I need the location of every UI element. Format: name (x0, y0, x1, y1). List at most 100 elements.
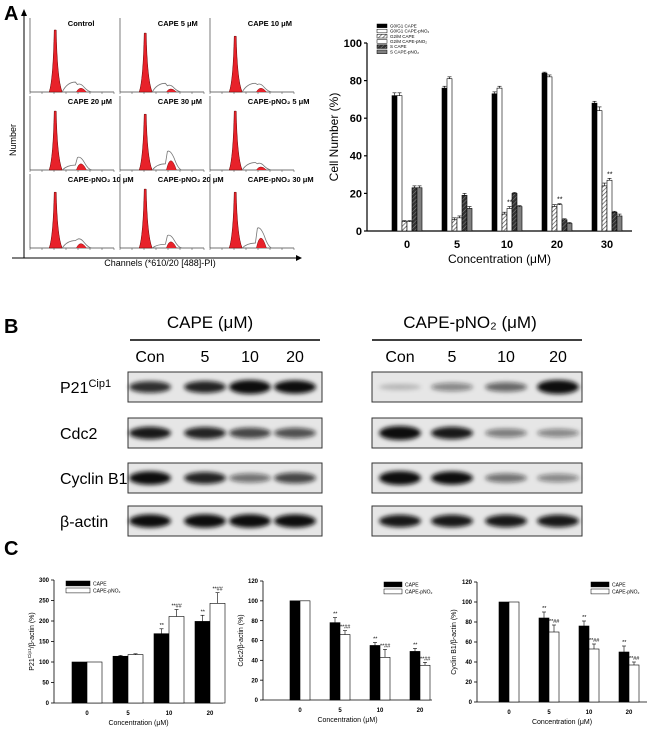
g2m-peak (76, 163, 87, 171)
blot-row-label: β-actin (60, 514, 108, 531)
blot-band (129, 514, 171, 528)
s-g2m-curve (151, 82, 183, 93)
bar (369, 645, 381, 701)
significance-annotation: **## (340, 625, 351, 631)
bar (446, 78, 453, 232)
blot-row-name: Cyclin B1 (60, 471, 128, 488)
blot-row-label: P21Cip1 (60, 378, 111, 397)
y-tick-label: 100 (248, 599, 259, 605)
g1-peak (138, 113, 153, 171)
cell-cycle-bar-chart: 0 20 40 60 80 100 0 5 10 ** 20 ** 30 ** Concentration … (327, 23, 632, 266)
bar (578, 625, 590, 703)
bar (127, 654, 144, 704)
bar (551, 206, 558, 232)
panel-label-a: A (4, 3, 18, 25)
blot-band (431, 514, 473, 528)
bar (566, 223, 573, 232)
blot-band (485, 473, 527, 483)
bar (508, 601, 520, 703)
bar (548, 631, 560, 703)
blot-band (129, 471, 171, 485)
y-tick-label: 100 (462, 600, 473, 606)
x-tick-label: 10 (501, 239, 513, 251)
s-g2m-curve (241, 227, 273, 249)
s-g2m-curve (61, 238, 93, 249)
legend-swatch (383, 581, 403, 588)
x-axis-label: Concentration (μM) (448, 252, 551, 266)
legend-label: G0/G1 CAPE (390, 23, 417, 28)
legend-label: CAPE (405, 583, 419, 589)
x-axis-label: Concentration (μM) (532, 719, 592, 726)
bar (379, 657, 391, 701)
legend-label: CAPE-pNO₂ (405, 590, 433, 596)
y-tick-label: 50 (42, 681, 49, 687)
y-tick-label: 100 (344, 38, 362, 50)
blot-band (274, 472, 316, 484)
bar (596, 110, 603, 232)
legend-swatch (65, 580, 91, 587)
bar (611, 211, 618, 232)
blot-band (129, 381, 171, 393)
g1-peak (138, 32, 153, 93)
significance-annotation: ** (582, 615, 587, 621)
y-tick-label: 40 (251, 658, 258, 664)
bar (501, 213, 508, 232)
arrow-icon (21, 9, 27, 16)
histogram-label: CAPE 20 μM (68, 97, 112, 106)
blot-band (379, 383, 421, 391)
y-tick-label: 40 (465, 660, 472, 666)
x-tick-label: 0 (404, 239, 410, 251)
blot-band (184, 472, 226, 484)
significance-annotation: ** (507, 200, 513, 207)
significance-annotation: ** (159, 623, 164, 629)
x-tick-label: 20 (417, 708, 424, 714)
y-tick-label: 80 (251, 619, 258, 625)
blot-band (229, 514, 271, 528)
y-axis-label: Cyclin B1/β-actin (%) (451, 609, 458, 675)
s-g2m-curve (151, 150, 183, 171)
legend-label: CAPE-pNO₂ (612, 590, 640, 596)
blot-band (274, 427, 316, 439)
significance-annotation: ** (607, 171, 613, 178)
g2m-peak (256, 88, 267, 93)
histogram-label: CAPE-pNO₂ 20 μM (158, 175, 224, 184)
significance-annotation: ** (542, 606, 547, 612)
y-tick-label: 60 (350, 113, 362, 125)
blot-band (229, 427, 271, 439)
histogram-y-label: Number (8, 124, 18, 156)
y-tick-label: 300 (39, 578, 50, 584)
y-tick-label: 0 (46, 701, 50, 707)
bar (546, 76, 553, 232)
lane-label: 20 (286, 349, 304, 366)
blot-row-name: Cdc2 (60, 426, 97, 443)
bar (396, 95, 403, 232)
g2m-peak (76, 88, 87, 93)
lane-label: 10 (241, 349, 259, 366)
bar (618, 651, 630, 703)
y-tick-label: 150 (39, 640, 50, 646)
s-g2m-curve (151, 234, 183, 249)
bar (209, 603, 226, 704)
bar (516, 206, 523, 232)
blot-band (431, 426, 473, 440)
histogram-label: CAPE-pNO₂ 30 μM (248, 175, 314, 184)
significance-annotation: ** (200, 609, 205, 615)
legend-swatch (590, 581, 610, 588)
bar (591, 102, 598, 232)
g2m-peak (166, 88, 177, 93)
s-g2m-curve (61, 156, 93, 171)
blot-band (431, 471, 473, 485)
significance-annotation: **## (589, 638, 600, 644)
blot-band (379, 471, 421, 485)
blot-band (229, 380, 271, 394)
bar (194, 621, 211, 704)
legend-label: G2/M CAPE (390, 34, 415, 39)
x-tick-label: 10 (377, 708, 384, 714)
g1-peak (138, 188, 153, 249)
y-tick-label: 20 (350, 188, 362, 200)
bar (491, 93, 498, 232)
blot-band (184, 427, 226, 439)
x-tick-label: 0 (298, 708, 302, 714)
legend-swatch (590, 588, 610, 595)
blot-band (485, 428, 527, 438)
